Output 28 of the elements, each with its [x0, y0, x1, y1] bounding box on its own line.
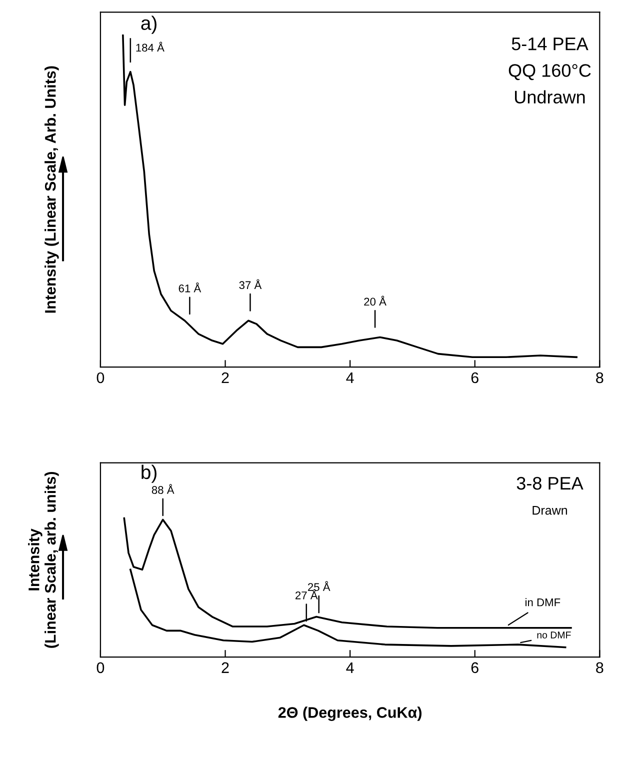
x-tick-label: 8 [596, 372, 604, 384]
x-axis-title: 2Θ (Degrees, CuKα) [278, 706, 422, 721]
x-tick-label: 2 [222, 372, 229, 384]
annotation: 25 Å [308, 581, 330, 591]
series-label: in DMF [526, 598, 560, 606]
annotation: 5-14 PEA [512, 38, 588, 50]
text: 3-8 PEA [516, 476, 584, 490]
x-tick-label: 4 [346, 372, 354, 384]
x-tick-label: 8 [596, 662, 604, 674]
y-axis-title: Intensity (Linear Scale, Arb. Units) [44, 66, 59, 313]
annotation: 37 Å [239, 279, 262, 290]
x-tick-label: 4 [346, 662, 354, 673]
x-tick-label: 0 [96, 662, 104, 674]
x-tick-label: 6 [471, 372, 478, 384]
text: a) [141, 16, 156, 34]
annotation: 61 Å [178, 282, 202, 292]
annotation: 88 Å [152, 484, 174, 494]
x-tick-label: 6 [471, 662, 478, 674]
x-tick-label: 2 [222, 662, 229, 673]
annotation: QQ 160°C [508, 64, 591, 80]
annotation: 184 Å [136, 42, 164, 52]
text: Drawn [532, 506, 567, 515]
annotation: 20 Å [364, 296, 386, 306]
y-axis-title: Intensity (Linear Scale, arb. units) [28, 472, 59, 648]
annotation: Undrawn [515, 90, 585, 104]
legend-label: no DMF [537, 632, 571, 638]
text: b) [142, 464, 156, 483]
x-tick-label: 0 [96, 372, 104, 384]
